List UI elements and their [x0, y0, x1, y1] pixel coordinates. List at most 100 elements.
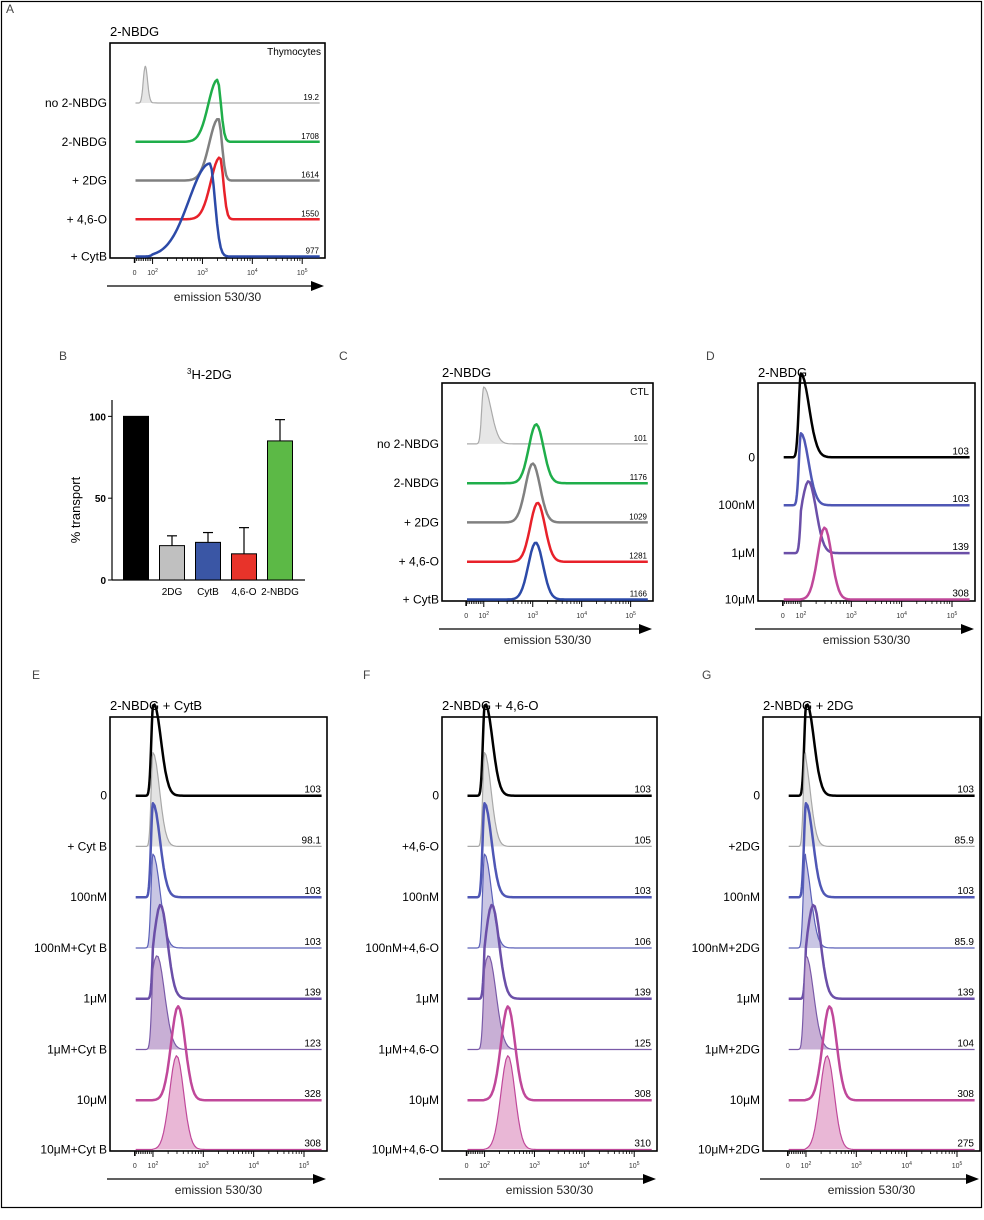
- x-axis-arrowhead: [643, 1174, 656, 1184]
- median-fluorescence-value: 104: [957, 1038, 974, 1049]
- histogram-trace-2dg: [788, 752, 975, 847]
- histogram-trace-cyt-b: [135, 752, 322, 847]
- panel-c-histogram: 2-NBDG CTL no 2-NBDG 101 2-NBDG 1176 + 2DG 1029…: [377, 365, 654, 647]
- histogram-trace-100nm-2dg: [788, 853, 975, 949]
- series-label: 2-NBDG: [62, 135, 107, 149]
- histogram-title: 2-NBDG + 4,6-O: [442, 698, 538, 713]
- series-label: + CytB: [71, 250, 107, 264]
- x-tick-label: 0: [465, 1163, 469, 1170]
- x-axis: 0 102 103 104 105 emission 530/30: [107, 258, 324, 304]
- series-label: 0: [432, 789, 439, 803]
- series-label: 0: [753, 789, 760, 803]
- panel-b-bar-chart: 3H-2DG % transport 0 50 100 2DG CytB 4,6-O 2-N…: [68, 367, 305, 598]
- median-fluorescence-value: 139: [634, 988, 651, 999]
- median-fluorescence-value: 139: [957, 988, 974, 999]
- panel-a-histogram: 2-NBDG Thymocytes no 2-NBDG 19.2 2-NBDG 1708 +…: [45, 24, 326, 304]
- series-label: 100nM: [718, 498, 755, 512]
- x-tick-label: 103: [198, 1161, 209, 1170]
- bar-chart-title-superscript: 3: [187, 367, 192, 376]
- histogram-trace-2-nbdg: [465, 423, 648, 485]
- median-fluorescence-value: 85.9: [955, 835, 975, 846]
- median-fluorescence-value: 101: [634, 434, 648, 443]
- histogram-trace-1-m-2dg: [788, 955, 975, 1051]
- x-tick-label: 104: [247, 268, 258, 277]
- median-fluorescence-value: 125: [634, 1038, 651, 1049]
- histogram-trace-2dg: [465, 462, 648, 524]
- x-tick-label: 0: [786, 1163, 790, 1170]
- histogram-fill-10-m-cyt-b: [135, 1055, 322, 1150]
- bar-chart-title: 3H-2DG: [187, 367, 232, 382]
- histogram-fill-10-m-4-6-o: [467, 1055, 652, 1150]
- histogram-title: 2-NBDG: [758, 365, 807, 380]
- series-label: 10μM: [730, 1093, 760, 1107]
- histogram-trace-cytb: [134, 162, 320, 258]
- histogram-fill-4-6-o: [467, 752, 652, 847]
- median-fluorescence-value: 139: [304, 988, 321, 999]
- histogram-trace-10-m: [134, 1005, 322, 1102]
- median-fluorescence-value: 85.9: [955, 937, 975, 948]
- x-tick-label: 103: [529, 1161, 540, 1170]
- series-label: +4,6-O: [402, 839, 439, 853]
- histogram-trace-100nm: [466, 802, 652, 899]
- panel-letter-g: G: [702, 668, 711, 682]
- series-label: 1μM: [83, 992, 107, 1006]
- median-fluorescence-value: 1281: [629, 552, 647, 561]
- series-label: 10μM+Cyt B: [40, 1143, 107, 1157]
- plot-frame: [757, 382, 976, 602]
- histogram-trace-10-m-cyt-b: [135, 1055, 322, 1151]
- series-label: 1μM: [731, 546, 755, 560]
- plot-frame: [109, 716, 328, 1152]
- histogram-fill-10-m-2dg: [788, 1055, 975, 1150]
- histogram-trace-10-m: [782, 526, 970, 601]
- histogram-fill-cyt-b: [135, 752, 322, 847]
- bar-category-label: CytB: [197, 587, 219, 598]
- histogram-trace-0: [466, 703, 652, 797]
- histogram-trace-4-6-o: [465, 501, 648, 563]
- series-label: no 2-NBDG: [45, 96, 107, 110]
- series-label: 1μM+4,6-O: [378, 1042, 439, 1056]
- histogram-fill-1-m-4-6-o: [467, 955, 652, 1050]
- median-fluorescence-value: 19.2: [303, 93, 319, 102]
- x-axis-arrowhead: [961, 624, 974, 634]
- median-fluorescence-value: 1029: [629, 512, 647, 521]
- median-fluorescence-value: 1550: [301, 209, 319, 218]
- histogram-trace-4-6-o: [134, 156, 320, 221]
- median-fluorescence-value: 1708: [301, 132, 319, 141]
- median-fluorescence-value: 103: [304, 785, 321, 796]
- series-label: 1μM: [736, 992, 760, 1006]
- x-tick-label: 103: [197, 268, 208, 277]
- median-fluorescence-value: 106: [634, 937, 651, 948]
- x-axis: 0 102 103 104 105 emission 530/30: [107, 1151, 326, 1197]
- median-fluorescence-value: 139: [952, 542, 969, 553]
- histogram-trace-0: [782, 372, 970, 459]
- histogram-title: 2-NBDG: [110, 24, 159, 39]
- series-label: 100nM: [723, 890, 760, 904]
- median-fluorescence-value: 103: [957, 785, 974, 796]
- x-tick-label: 0: [133, 270, 137, 277]
- median-fluorescence-value: 105: [634, 835, 651, 846]
- x-tick-label: 103: [851, 1161, 862, 1170]
- series-label: 100nM: [70, 890, 107, 904]
- median-fluorescence-value: 308: [952, 589, 969, 600]
- histogram-trace-1-m: [782, 480, 970, 555]
- x-axis-label: emission 530/30: [828, 1183, 916, 1197]
- series-label: 2-NBDG: [394, 476, 439, 490]
- series-label: 0: [748, 450, 755, 464]
- median-fluorescence-value: 103: [952, 446, 969, 457]
- median-fluorescence-value: 103: [634, 886, 651, 897]
- x-tick-label: 102: [478, 611, 489, 620]
- histogram-trace-1-m-cyt-b: [135, 955, 322, 1051]
- histogram-trace-100nm: [787, 802, 975, 899]
- median-fluorescence-value: 308: [957, 1089, 974, 1100]
- series-label: 10μM: [77, 1093, 107, 1107]
- median-fluorescence-value: 977: [306, 247, 320, 256]
- bar-category-label: 2-NBDG: [261, 587, 299, 598]
- x-tick-label: 102: [479, 1161, 490, 1170]
- median-fluorescence-value: 1614: [301, 171, 319, 180]
- x-tick-label: 103: [527, 611, 538, 620]
- panel-letter-e: E: [32, 668, 40, 682]
- x-tick-label: 102: [148, 1161, 159, 1170]
- median-fluorescence-value: 123: [304, 1038, 321, 1049]
